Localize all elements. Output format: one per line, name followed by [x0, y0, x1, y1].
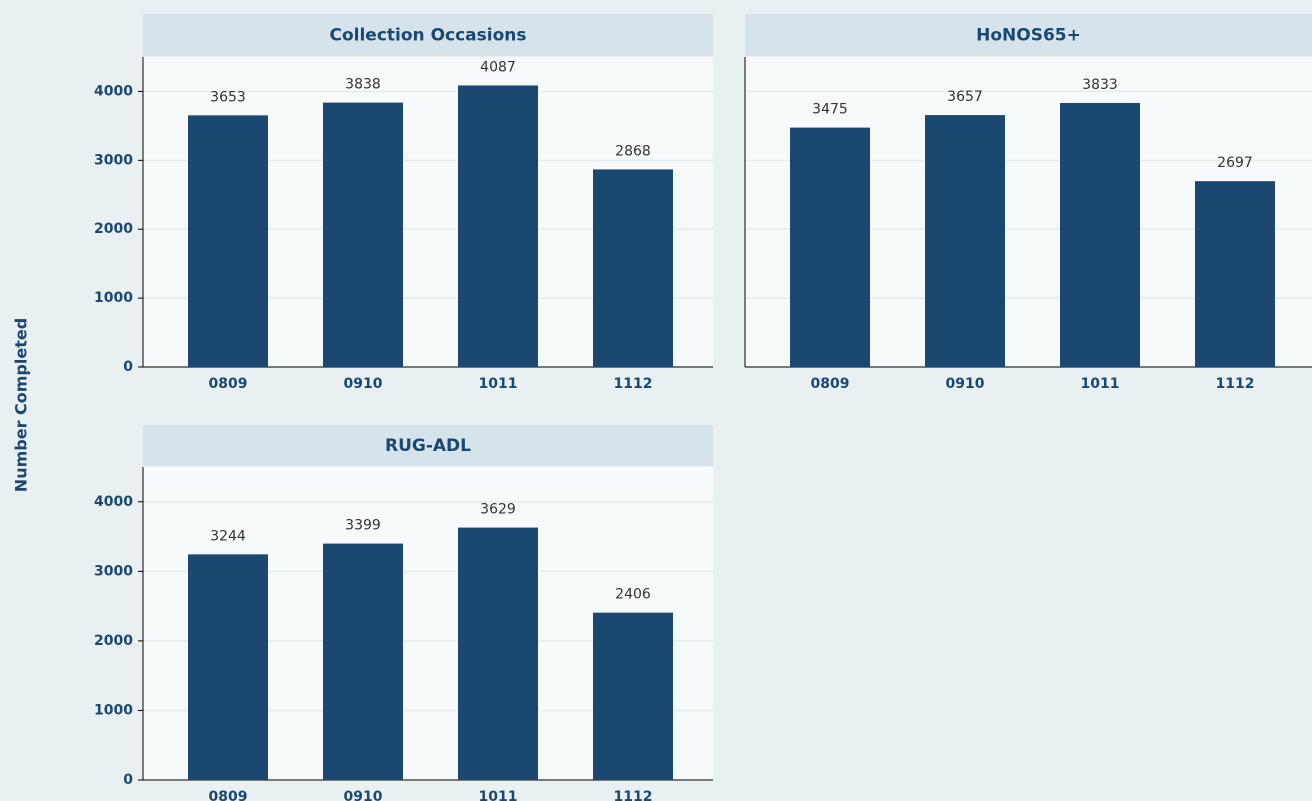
- panel-title: HoNOS65+: [976, 26, 1081, 46]
- value-label: 3657: [947, 89, 983, 105]
- value-label: 3653: [210, 89, 246, 105]
- value-label: 3244: [210, 528, 246, 544]
- value-label: 4087: [480, 59, 516, 75]
- panel-header: [745, 14, 1312, 56]
- value-label: 3399: [345, 518, 381, 534]
- x-tick-label: 0910: [344, 376, 383, 392]
- bar: [188, 554, 268, 780]
- bar: [323, 543, 403, 780]
- value-label: 3629: [480, 502, 516, 518]
- value-label: 2697: [1217, 155, 1253, 171]
- y-tick-label: 1000: [94, 290, 133, 306]
- panel-header: [143, 425, 713, 466]
- y-tick-label: 4000: [94, 83, 133, 99]
- panel-title: Collection Occasions: [330, 26, 527, 46]
- bar: [1195, 181, 1275, 367]
- y-axis-label: Number Completed: [12, 318, 31, 492]
- x-tick-label: 0809: [811, 376, 850, 392]
- bar: [458, 527, 538, 780]
- x-tick-label: 0809: [209, 376, 248, 392]
- panel-title: RUG-ADL: [385, 436, 471, 456]
- y-tick-label: 2000: [94, 633, 133, 649]
- bar: [323, 102, 403, 368]
- y-tick-label: 3000: [94, 563, 133, 579]
- x-tick-label: 1011: [479, 376, 518, 392]
- x-tick-label: 0910: [946, 376, 985, 392]
- x-tick-label: 1011: [479, 789, 518, 801]
- bar: [458, 85, 538, 367]
- x-tick-label: 1112: [614, 376, 653, 392]
- value-label: 2406: [615, 587, 651, 603]
- bar: [593, 612, 673, 780]
- value-label: 2868: [615, 143, 651, 159]
- x-tick-label: 1112: [1216, 376, 1255, 392]
- y-tick-label: 2000: [94, 221, 133, 237]
- x-tick-label: 1112: [614, 789, 653, 801]
- x-tick-label: 0910: [344, 789, 383, 801]
- y-tick-label: 1000: [94, 702, 133, 718]
- bar: [790, 127, 870, 367]
- value-label: 3475: [812, 102, 848, 118]
- y-tick-label: 4000: [94, 494, 133, 510]
- x-tick-label: 1011: [1081, 376, 1120, 392]
- y-tick-label: 3000: [94, 152, 133, 168]
- value-label: 3838: [345, 77, 381, 93]
- y-tick-label: 0: [123, 772, 133, 788]
- bar: [1060, 102, 1140, 368]
- bar: [925, 115, 1005, 367]
- y-tick-label: 0: [123, 359, 133, 375]
- x-tick-label: 0809: [209, 789, 248, 801]
- panel-header: [143, 14, 713, 56]
- value-label: 3833: [1082, 77, 1118, 93]
- bar: [188, 115, 268, 367]
- bar: [593, 169, 673, 367]
